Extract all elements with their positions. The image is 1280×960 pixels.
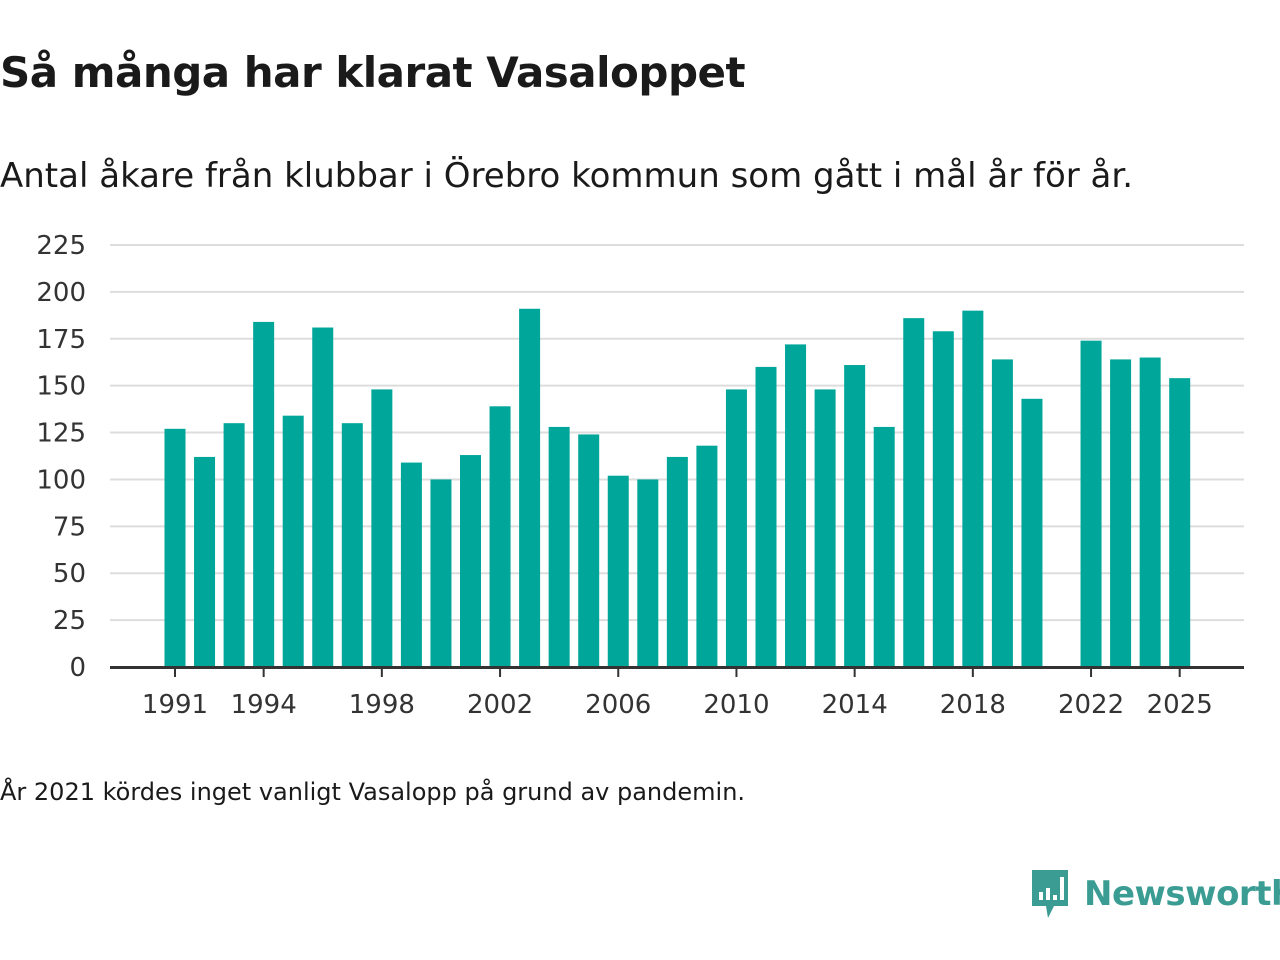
x-tick-label: 1998 [349,690,415,720]
bar-2020 [1021,398,1043,667]
x-tick-label: 1991 [142,690,208,720]
bar-1991 [164,428,186,667]
x-tick-label: 1994 [231,690,297,720]
x-axis-ticks: 1991 1994 1998 2002 2006 2010 2014 2018 2022 2025 [142,667,1213,720]
bar-2007 [637,479,659,667]
bar-2025 [1169,378,1191,667]
bar-2001 [460,455,481,667]
y-tick-label: 125 [36,419,86,449]
y-tick-label: 0 [69,653,86,683]
bar-1994 [253,321,275,667]
y-tick-label: 200 [36,278,86,308]
x-tick-label: 2002 [467,690,533,720]
bar-2017 [932,331,954,667]
bar-2000 [430,479,452,667]
bar-2011 [755,366,777,667]
y-tick-label: 175 [36,325,86,355]
y-tick-label: 225 [36,231,86,261]
x-tick-label: 2025 [1147,690,1213,720]
x-tick-label: 2010 [703,690,769,720]
y-tick-label: 25 [53,606,86,636]
bar-2002 [489,406,511,667]
chart-title: Så många har klarat Vasaloppet [0,48,746,97]
bar-2022 [1080,340,1102,667]
bar-2012 [785,344,807,667]
bar-1999 [400,462,422,667]
x-tick-label: 2006 [585,690,651,720]
bar-1993 [223,423,245,667]
x-tick-label: 2018 [940,690,1006,720]
bar-2016 [903,318,925,667]
bar-2008 [666,456,688,667]
bar-chart: 0 25 50 75 100 125 150 175 200 225 1991 1994 1998 20… [36,231,1244,720]
bars [164,308,1191,667]
bar-1992 [194,456,216,667]
brand: Newsworthy [1030,868,1280,920]
chart-subtitle: Antal åkare från klubbar i Örebro kommun… [0,156,1134,196]
bar-2023 [1110,359,1132,667]
y-tick-label: 50 [53,559,86,589]
y-tick-label: 150 [36,372,86,402]
bar-1998 [371,389,393,667]
x-tick-label: 2022 [1058,690,1124,720]
bar-2010 [725,389,747,667]
bar-2005 [578,434,600,667]
bar-1995 [282,415,304,667]
x-tick-label: 2014 [822,690,888,720]
newsworthy-logo-icon [1032,870,1068,918]
bar-2013 [814,389,836,667]
bar-2006 [607,475,629,667]
bar-2014 [844,365,866,667]
bar-2015 [873,426,895,667]
y-axis-ticks: 0 25 50 75 100 125 150 175 200 225 [36,231,86,683]
footnote: År 2021 kördes inget vanligt Vasalopp på… [0,778,746,806]
y-tick-label: 100 [36,465,86,495]
brand-name: Newsworthy [1084,874,1280,914]
bar-2003 [519,308,541,667]
bar-2009 [696,445,718,667]
bar-1997 [341,423,363,667]
bar-2018 [962,310,984,667]
y-tick-label: 75 [53,512,86,542]
bar-2004 [548,426,570,667]
bar-2024 [1139,357,1161,667]
bar-1996 [312,327,334,667]
bar-2019 [991,359,1013,667]
